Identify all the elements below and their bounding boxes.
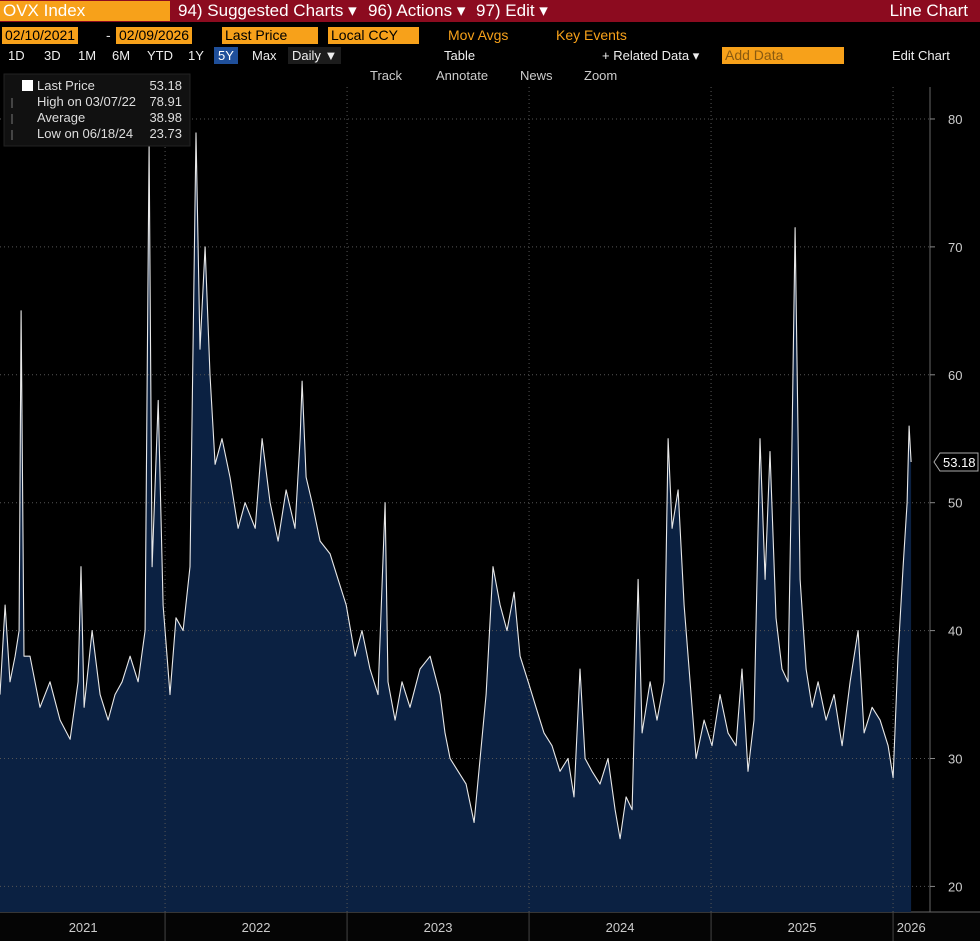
currency[interactable]: Local CCY: [328, 27, 419, 44]
period-button[interactable]: 5Y: [214, 47, 238, 64]
x-tick-label: 2023: [424, 920, 453, 935]
legend-value: 23.73: [149, 126, 182, 141]
legend-swatch: [22, 80, 33, 91]
y-tick-label: 70: [948, 240, 962, 255]
last-price-tag: 53.18: [943, 455, 976, 470]
legend-value: 78.91: [149, 94, 182, 109]
y-tick-label: 40: [948, 624, 962, 639]
y-tick-label: 60: [948, 368, 962, 383]
title-bar: OVX Index 94) Suggested Charts ▾ 96) Act…: [0, 0, 980, 22]
table-button[interactable]: Table: [444, 48, 476, 63]
tool-button[interactable]: Zoom: [584, 68, 618, 83]
tool-button[interactable]: Annotate: [436, 68, 489, 83]
mov-avgs[interactable]: Mov Avgs: [448, 27, 509, 43]
y-tick-label: 20: [948, 879, 962, 894]
menu[interactable]: 97) Edit ▾: [476, 1, 548, 20]
legend-label: High on 03/07/22: [37, 94, 136, 109]
legend-label: Low on 06/18/24: [37, 126, 133, 141]
add-data[interactable]: Add Data: [722, 47, 844, 64]
y-tick-label: 30: [948, 752, 962, 767]
period-button[interactable]: Max: [252, 48, 277, 63]
period-button[interactable]: YTD: [147, 48, 173, 63]
y-tick-label: 50: [948, 496, 962, 511]
key-events[interactable]: Key Events: [556, 27, 627, 43]
menu[interactable]: 94) Suggested Charts ▾: [178, 1, 357, 20]
period-button[interactable]: 1Y: [188, 48, 204, 63]
legend-value: 38.98: [149, 110, 182, 125]
field[interactable]: Last Price: [222, 27, 318, 44]
area-fill: [0, 132, 912, 912]
period-button[interactable]: 1M: [78, 48, 97, 63]
period-button[interactable]: 1D: [8, 48, 25, 63]
chart-type: Line Chart: [889, 1, 968, 20]
tool-button[interactable]: Track: [370, 68, 403, 83]
x-tick-label: 2021: [69, 920, 98, 935]
x-tick-label: 2026: [897, 920, 926, 935]
edit-chart[interactable]: Edit Chart: [892, 48, 950, 63]
last-price-tag-bg: [933, 452, 979, 472]
related-data[interactable]: + Related Data ▾: [602, 48, 700, 63]
legend-label: Last Price: [37, 78, 95, 93]
start-date[interactable]: 02/10/2021: [2, 27, 79, 44]
tool-button[interactable]: News: [520, 68, 553, 83]
x-tick-label: 2024: [606, 920, 635, 935]
end-date[interactable]: 02/09/2026: [116, 27, 193, 44]
frequency[interactable]: Daily ▼: [288, 47, 342, 64]
y-tick-label: 80: [948, 112, 962, 127]
date-dash: -: [106, 27, 111, 43]
legend: Last Price 53.18 High on 03/07/22 78.91 Aver…: [3, 73, 191, 147]
menu[interactable]: 96) Actions ▾: [368, 1, 466, 20]
legend-value: 53.18: [149, 78, 182, 93]
ticker[interactable]: OVX Index: [0, 1, 170, 21]
x-tick-label: 2025: [788, 920, 817, 935]
legend-bg: [3, 73, 191, 147]
period-button[interactable]: 6M: [112, 48, 131, 63]
price-line: [0, 132, 912, 840]
x-tick-label: 2022: [242, 920, 271, 935]
legend-label: Average: [37, 110, 85, 125]
period-button[interactable]: 3D: [44, 48, 61, 63]
x-axis-band: [0, 912, 980, 941]
